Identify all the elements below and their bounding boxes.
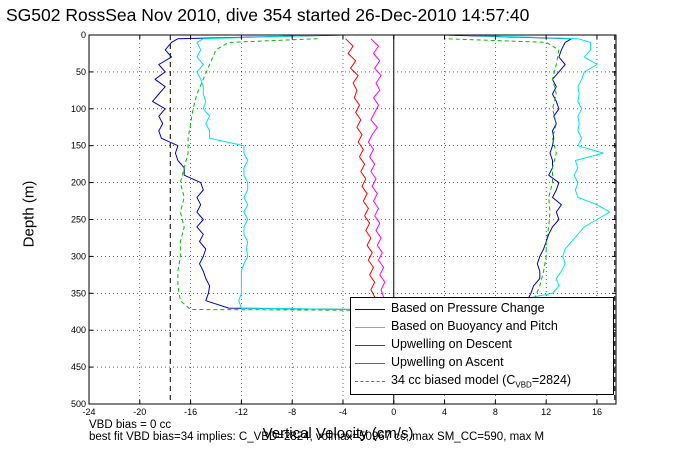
legend-label-upwelling-descent: Upwelling on Descent [391, 337, 512, 351]
x-tick-label: -16 [184, 407, 197, 417]
legend-swatch-upwelling-descent [355, 345, 385, 346]
x-tick-label: -20 [133, 407, 146, 417]
legend-swatch-buoyancy [355, 327, 385, 328]
legend-swatch-pressure [355, 309, 385, 310]
y-tick-label: 350 [71, 288, 86, 298]
y-tick-label: 500 [71, 399, 86, 409]
vbd-bias-note: VBD bias = 0 cc [89, 419, 172, 431]
legend-label-biased-model: 34 cc biased model (CVBD=2824) [391, 373, 571, 390]
x-tick-label: -8 [288, 407, 296, 417]
x-tick-label: 0 [391, 407, 396, 417]
series-lines [152, 34, 611, 312]
legend-label-biased-model-sub: VBD [515, 380, 532, 390]
series-line-based-on-buoyancy-and-pitch [196, 34, 611, 311]
legend-item-biased-model: 34 cc biased model (CVBD=2824) [351, 373, 613, 391]
axis-ticks: -24 -20 -16 -12 -8 -4 0 4 8 12 16 0 50 100 150 200 250 30… [71, 30, 616, 417]
chart-legend: Based on Pressure Change Based on Buoyan… [350, 297, 614, 395]
y-tick-label: 400 [71, 325, 86, 335]
legend-item-upwelling-descent: Upwelling on Descent [351, 337, 613, 355]
y-axis-label: Depth (m) [20, 180, 38, 248]
legend-label-buoyancy: Based on Buoyancy and Pitch [391, 319, 558, 333]
y-tick-label: 150 [71, 141, 86, 151]
legend-swatch-upwelling-ascent [355, 363, 385, 364]
x-axis-label: Vertical Velocity (cm/s) [262, 425, 414, 442]
y-tick-label: 100 [71, 104, 86, 114]
series-line-upwelling-on-ascent [367, 38, 386, 303]
series-line-34-cc-biased-model-cvbd-2824 [177, 38, 560, 311]
x-tick-label: -12 [235, 407, 248, 417]
x-tick-label: 8 [493, 407, 498, 417]
legend-label-biased-model-prefix: 34 cc biased model (C [391, 373, 516, 387]
legend-swatch-biased-model [355, 381, 385, 382]
y-tick-label: 0 [81, 30, 86, 40]
best-fit-note: best fit VBD bias=34 implies: C_VBD=2824… [89, 431, 545, 443]
legend-label-upwelling-ascent: Upwelling on Ascent [391, 355, 504, 369]
series-line-upwelling-on-descent [345, 38, 376, 310]
y-tick-label: 300 [71, 251, 86, 261]
legend-label-pressure: Based on Pressure Change [391, 301, 545, 315]
chart-title: SG502 RossSea Nov 2010, dive 354 started… [6, 5, 530, 25]
x-tick-label: 16 [592, 407, 602, 417]
x-tick-label: -24 [82, 407, 95, 417]
x-tick-label: -4 [339, 407, 347, 417]
x-tick-label: 12 [541, 407, 551, 417]
y-tick-label: 450 [71, 362, 86, 372]
legend-item-buoyancy: Based on Buoyancy and Pitch [351, 319, 613, 337]
y-tick-label: 200 [71, 178, 86, 188]
legend-item-upwelling-ascent: Upwelling on Ascent [351, 355, 613, 373]
legend-item-pressure: Based on Pressure Change [351, 301, 613, 319]
y-tick-label: 50 [76, 67, 86, 77]
x-tick-label: 4 [442, 407, 447, 417]
y-tick-label: 250 [71, 215, 86, 225]
legend-label-biased-model-suffix: =2824) [531, 373, 572, 387]
